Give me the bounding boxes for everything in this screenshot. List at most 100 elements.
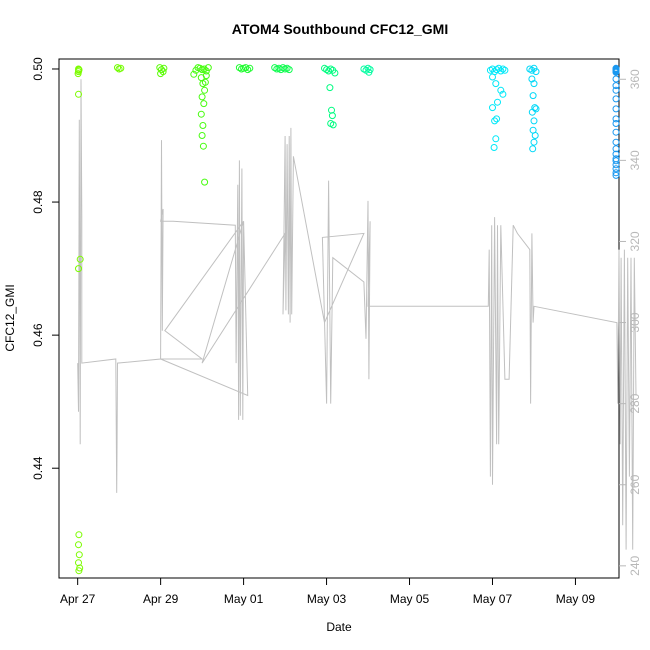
data-point (612, 120, 620, 127)
x-tick-label: May 03 (307, 592, 347, 606)
data-point (528, 108, 536, 116)
data-point (612, 105, 620, 113)
y-tick-label: 0.48 (31, 190, 45, 214)
x-axis: Apr 27 Apr 29 May 01 May 03 May 05 May 07 May … (60, 577, 596, 606)
y-tick-label: 0.44 (31, 456, 45, 480)
data-point (114, 64, 121, 72)
data-point (74, 70, 82, 78)
data-point (489, 104, 496, 112)
x-tick-label: May 07 (473, 592, 513, 606)
y2-tick-label: 360 (628, 69, 642, 89)
data-point (492, 135, 500, 143)
data-point (76, 255, 84, 263)
data-point (75, 531, 83, 539)
data-point (612, 165, 620, 173)
x-tick-label: May 01 (224, 592, 264, 606)
y2-tick-label: 320 (628, 231, 642, 251)
data-point (75, 559, 82, 567)
data-point (201, 78, 209, 86)
data-point (530, 117, 538, 125)
data-point (612, 169, 620, 177)
data-point (491, 117, 499, 125)
data-point (612, 115, 620, 123)
x-axis-label: Date (326, 620, 352, 634)
data-point (202, 67, 210, 75)
data-point (529, 145, 537, 153)
data-point (612, 161, 620, 169)
data-point (190, 70, 198, 78)
data-point (201, 86, 209, 94)
data-point (490, 144, 498, 151)
data-point (493, 115, 501, 123)
y2-tick-label: 280 (628, 393, 642, 413)
data-point (329, 121, 337, 129)
data-point (75, 541, 82, 549)
x-tick-label: May 05 (390, 592, 430, 606)
data-point (529, 92, 537, 100)
data-point (160, 64, 168, 72)
data-point (198, 93, 206, 101)
data-point (612, 68, 620, 76)
data-point (331, 69, 339, 77)
x-tick-label: May 09 (556, 592, 596, 606)
data-point (501, 66, 509, 74)
y2-tick-label: 340 (628, 150, 642, 170)
data-point (326, 84, 334, 92)
x-tick-label: Apr 29 (143, 592, 179, 606)
data-point (499, 65, 507, 73)
data-point (612, 128, 620, 136)
data-point (612, 86, 620, 94)
data-point (528, 66, 536, 74)
data-point (75, 90, 82, 98)
y-axis-left: 0.44 0.46 0.48 0.50 (31, 57, 59, 480)
data-point (497, 86, 505, 94)
data-point (499, 90, 507, 98)
data-point (492, 80, 500, 88)
data-point (202, 72, 210, 80)
data-point (200, 100, 208, 108)
data-point (328, 112, 336, 120)
data-point (497, 67, 505, 75)
y2-tick-label: 240 (628, 556, 642, 576)
data-point (117, 64, 125, 72)
plot-frame (58, 58, 620, 579)
data-point (200, 65, 208, 73)
data-point (612, 82, 620, 90)
data-point (325, 67, 333, 75)
data-point (75, 265, 82, 273)
data-point (198, 132, 206, 139)
data-point (242, 64, 250, 72)
data-point (612, 75, 620, 83)
data-point (532, 105, 540, 113)
data-point (75, 551, 83, 559)
data-point (204, 64, 212, 72)
y-axis-right: 240 260 280 300 320 340 360 (619, 69, 642, 576)
data-point (532, 68, 540, 76)
data-point (489, 73, 496, 81)
data-point (612, 138, 620, 146)
data-point (197, 110, 205, 118)
altitude-line-layer (77, 79, 637, 550)
y2-tick-label: 300 (628, 312, 642, 332)
altitude-line (77, 79, 637, 550)
point-layer (74, 64, 620, 575)
data-point (365, 68, 373, 76)
data-point (201, 178, 209, 186)
data-point (612, 150, 620, 158)
data-point (199, 142, 207, 150)
chart-title: ATOM4 Southbound CFC12_GMI (232, 21, 448, 37)
data-point (494, 98, 501, 106)
data-point (612, 65, 620, 73)
data-point (530, 138, 538, 146)
data-point (199, 122, 207, 129)
data-point (612, 171, 620, 179)
data-point (75, 567, 83, 575)
y-tick-label: 0.46 (31, 323, 45, 347)
data-point (75, 66, 83, 74)
data-point (531, 132, 539, 139)
y2-tick-label: 260 (628, 474, 642, 494)
data-point (530, 80, 538, 88)
y-tick-label: 0.50 (31, 57, 45, 81)
data-point (246, 64, 254, 72)
